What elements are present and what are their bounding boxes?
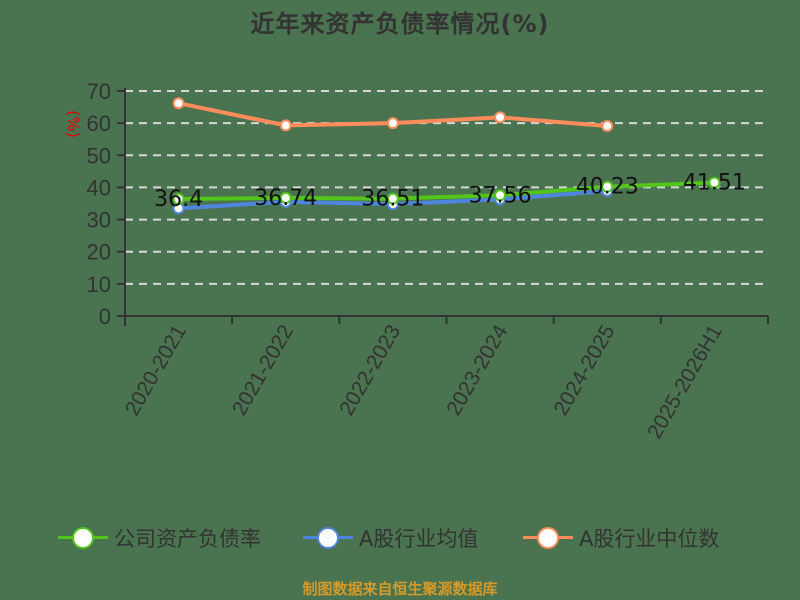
data-labels: 36.4 36.74 36.51 37.56 40.23 41.51	[154, 171, 746, 212]
x-tick-label: 2023-2024	[442, 321, 512, 420]
series-lines	[172, 97, 721, 215]
y-tick-label: 60	[87, 111, 111, 136]
x-tick-label: 2022-2023	[335, 321, 405, 419]
x-tick-label: 2024-2025	[549, 321, 619, 419]
legend-marker-icon	[523, 521, 573, 555]
axes: 0 10 20 30 40 50 60 70(%) 2020-2021 2021-2022 2022…	[64, 79, 769, 443]
chart-title: 近年来资产负债率情况(%)	[250, 10, 550, 38]
x-tick-label: 2021-2022	[228, 321, 298, 419]
y-tick-label: 50	[87, 143, 111, 168]
data-label: 36.51	[361, 187, 424, 212]
data-point	[279, 191, 292, 204]
legend-dot	[537, 527, 559, 549]
y-tick-label: 10	[87, 272, 111, 297]
data-label: 37.56	[469, 183, 532, 208]
legend-item-industry-median[interactable]: A股行业中位数	[523, 521, 719, 555]
data-label: 36.74	[254, 186, 317, 211]
y-tick-label: 40	[87, 175, 111, 200]
data-point	[172, 193, 185, 205]
x-tick-label: 2020-2021	[121, 321, 191, 419]
y-axis-label: (%)	[64, 110, 83, 138]
legend-label: A股行业均值	[359, 527, 479, 551]
legend-label: 公司资产负债率	[114, 527, 261, 551]
line-chart: 0 10 20 30 40 50 60 70(%) 2020-2021 2021-2022 2022…	[64, 79, 769, 443]
data-point	[386, 117, 399, 130]
data-point	[708, 176, 721, 189]
data-point	[386, 192, 399, 205]
legend-item-company[interactable]: 公司资产负债率	[58, 521, 261, 555]
data-label: 40.23	[576, 175, 639, 200]
x-tick-label: 2025-2026H1	[643, 321, 727, 443]
series-line	[178, 180, 715, 201]
legend-item-industry-mean[interactable]: A股行业均值	[303, 521, 478, 555]
data-source-note: 制图数据来自恒生聚源数据库	[302, 580, 498, 598]
data-point	[172, 97, 185, 110]
data-point	[279, 119, 292, 132]
legend-marker-icon	[58, 521, 108, 555]
gridlines	[125, 90, 768, 285]
data-label: 41.51	[683, 171, 746, 196]
y-tick-label: 70	[87, 79, 111, 104]
legend-dot	[317, 527, 339, 549]
y-tick-label: 0	[99, 304, 111, 329]
legend-label: A股行业中位数	[579, 527, 720, 551]
legend-dot	[72, 527, 94, 549]
y-tick-label: 20	[87, 240, 111, 265]
data-point	[601, 120, 614, 133]
data-point	[494, 189, 507, 202]
data-label: 36.4	[154, 187, 203, 212]
legend-marker-icon	[303, 521, 353, 555]
legend: 公司资产负债率 A股行业均值 A股行业中位数	[0, 521, 800, 555]
data-point	[494, 111, 507, 124]
data-point	[601, 180, 614, 193]
y-tick-label: 30	[87, 208, 111, 233]
